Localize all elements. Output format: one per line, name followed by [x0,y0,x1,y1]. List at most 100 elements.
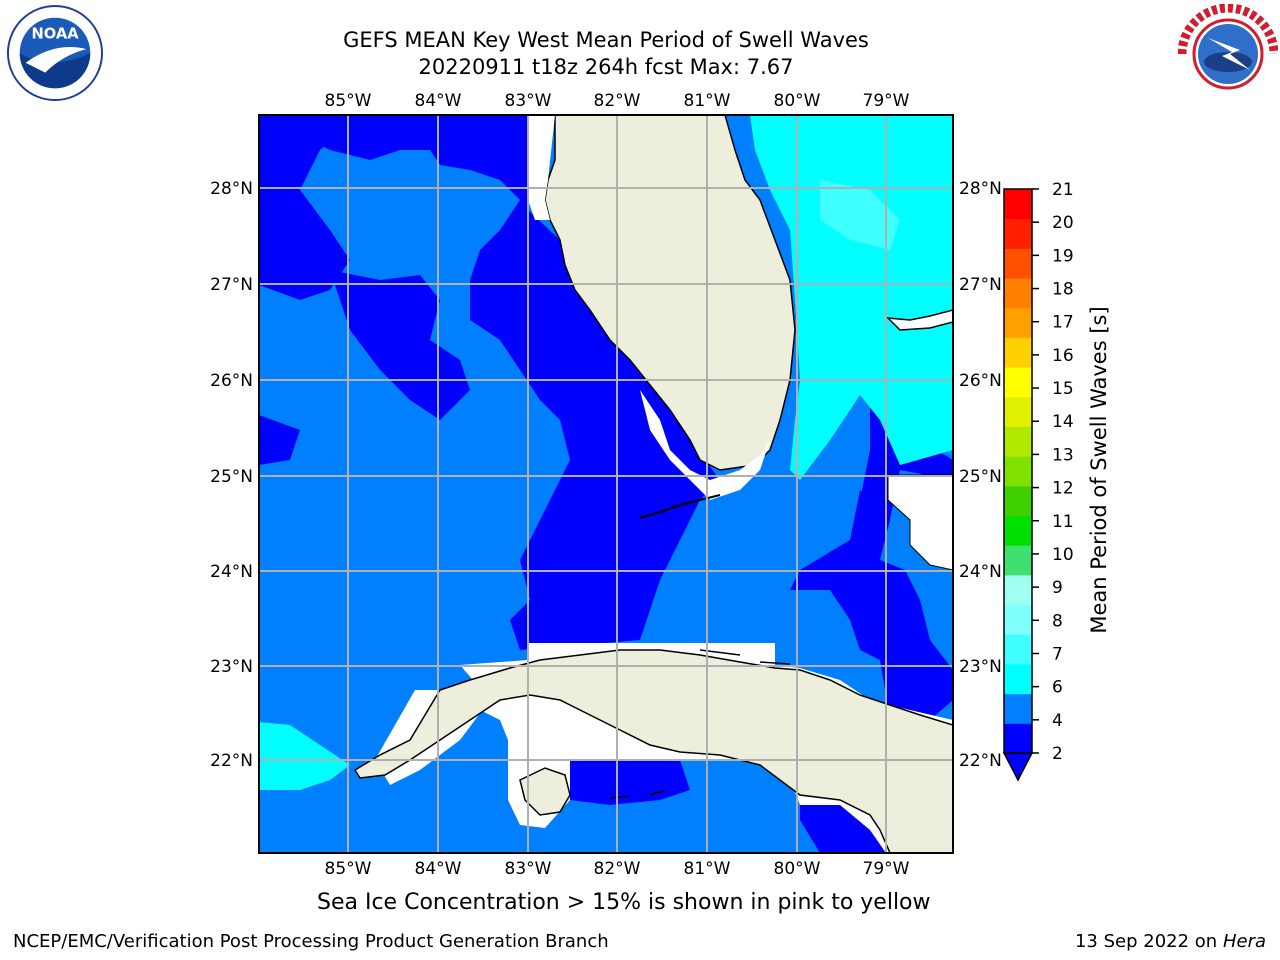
colorbar-segment [1004,396,1032,427]
swell-field-below-2-south [570,760,690,805]
lat-label-right: 24°N [959,562,1002,582]
colorbar: 2 4 6 7 8 9 10 11 12 13 14 15 16 17 18 19 20 21 [1002,180,1074,782]
nws-logo [1178,4,1278,102]
credit-branch: NCEP/EMC/Verification Post Processing Pr… [13,931,609,952]
map-area [259,115,953,853]
lat-label-left: 25°N [210,467,253,487]
colorbar-segment [1004,545,1032,576]
credit-date: 13 Sep 2022 on [1074,931,1218,952]
credit-host: Hera [1222,931,1266,952]
colorbar-frame [1003,188,1033,754]
swell-field-below-2-north [300,115,720,650]
credit-date-host: 13 Sep 2022 on Hera [1075,931,1266,952]
graticule [259,115,953,853]
colorbar-segment [1004,604,1032,635]
colorbar-segment [1004,515,1032,546]
lon-label-top: 82°W [594,91,641,111]
swell-field-4-6-east [750,115,953,480]
lon-label-bottom: 84°W [415,859,462,879]
map-frame [258,114,954,854]
swell-field-below-2-west [259,115,360,300]
colorbar-segment [1004,218,1032,249]
land-florida [544,115,796,471]
chart-subtitle: 20220911 t18z 264h fcst Max: 7.67 [418,55,794,79]
colorbar-tick-label: 21 [1052,180,1074,200]
lon-label-top: 81°W [684,91,731,111]
colorbar-tick-label: 10 [1052,545,1074,565]
colorbar-tick-label: 8 [1052,611,1063,631]
land-andros-area [887,474,953,571]
colorbar-tick-label: 12 [1052,479,1074,499]
lon-label-top: 79°W [863,91,910,111]
colorbar-tick-label: 9 [1052,578,1063,598]
lat-label-left: 26°N [210,371,253,391]
colorbar-tick-label: 2 [1052,744,1063,764]
swell-field-below-2-east [860,400,953,560]
sea-ice-note: Sea Ice Concentration > 15% is shown in … [317,890,931,915]
noaa-logo: NOAA [6,4,104,102]
lon-label-bottom: 80°W [774,859,821,879]
chart-title: GEFS MEAN Key West Mean Period of Swell … [343,28,869,52]
lon-label-bottom: 81°W [684,859,731,879]
masked-coast-florida-sw [640,390,770,500]
lat-label-right: 27°N [959,275,1002,295]
land-cuba [353,649,953,853]
lat-labels-right: 28°N 27°N 26°N 25°N 24°N 23°N 22°N [959,179,1002,771]
colorbar-segment [1004,307,1032,338]
lon-label-bottom: 82°W [594,859,641,879]
colorbar-segment [1004,723,1032,754]
colorbar-tick-label: 20 [1052,213,1074,233]
lon-label-bottom: 83°W [505,859,552,879]
colorbar-tick-label: 7 [1052,644,1063,664]
colorbar-segment [1004,367,1032,398]
colorbar-under-arrow [1002,752,1034,782]
lat-labels-left: 28°N 27°N 26°N 25°N 24°N 23°N 22°N [210,179,253,771]
lon-label-top: 80°W [774,91,821,111]
swell-field-4-6-west [259,722,350,790]
colorbar-segment [1004,248,1032,279]
lat-label-right: 26°N [959,371,1002,391]
lat-label-right: 23°N [959,657,1002,677]
colorbar-tick-label: 18 [1052,280,1074,300]
lon-label-bottom: 79°W [863,859,910,879]
swell-field-below-2-gulf-patch [259,415,300,465]
swell-field-below-2-mid [330,270,470,420]
colorbar-segment [1004,426,1032,457]
lon-label-top: 84°W [415,91,462,111]
land-cuba-cays [609,649,791,799]
colorbar-tick-label: 15 [1052,379,1074,399]
lat-label-left: 24°N [210,562,253,582]
colorbar-segment [1004,634,1032,665]
colorbar-segment [1004,456,1032,487]
lon-label-top: 85°W [325,91,372,111]
colorbar-segment [1004,663,1032,695]
swell-field-below-2-bahamas [790,490,953,720]
colorbar-tick-label: 4 [1052,711,1063,731]
lat-label-left: 22°N [210,751,253,771]
lon-labels-bottom: 85°W 84°W 83°W 82°W 81°W 80°W 79°W [325,859,910,879]
colorbar-tick-label: 16 [1052,346,1074,366]
colorbar-segment [1004,189,1032,220]
lat-label-right: 28°N [959,179,1002,199]
colorbar-tick-label: 19 [1052,246,1074,266]
lon-labels-top: 85°W 84°W 83°W 82°W 81°W 80°W 79°W [325,91,910,111]
lat-label-left: 28°N [210,179,253,199]
swell-field-6-7-patch [820,180,900,250]
colorbar-tick-label: 11 [1052,512,1074,532]
lon-label-bottom: 85°W [325,859,372,879]
colorbar-tick-label: 13 [1052,445,1074,465]
colorbar-segment [1004,574,1032,606]
lat-label-left: 23°N [210,657,253,677]
colorbar-label: Mean Period of Swell Waves [s] [1087,306,1111,633]
lat-label-right: 25°N [959,467,1002,487]
noaa-logo-text: NOAA [31,25,79,42]
land-grand-bahama [886,309,953,331]
colorbar-tick-label: 6 [1052,678,1063,698]
lat-label-right: 22°N [959,751,1002,771]
colorbar-segment [1004,337,1032,368]
colorbar-tick-label: 17 [1052,313,1074,333]
masked-coast-florida [528,115,555,220]
colorbar-segment [1004,485,1032,517]
lon-label-top: 83°W [505,91,552,111]
